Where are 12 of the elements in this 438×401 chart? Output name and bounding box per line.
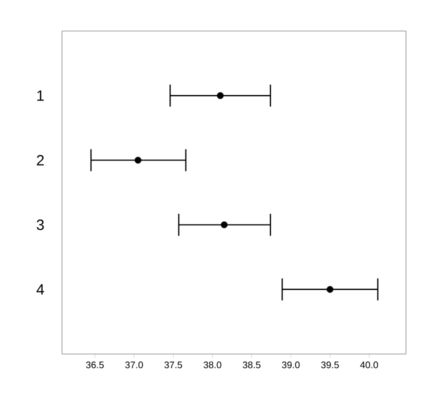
x-tick-label: 37.0 (125, 362, 143, 368)
x-tick-label: 38.0 (204, 362, 222, 368)
y-tick-label: 1 (37, 90, 44, 101)
x-tick-label: 40.0 (360, 362, 378, 368)
x-tick-label: 39.0 (282, 362, 300, 368)
y-tick-label: 4 (36, 284, 44, 295)
x-tick-label: 38.5 (242, 362, 260, 368)
y-tick-label: 3 (36, 220, 44, 230)
y-tick-label: 2 (36, 154, 44, 166)
x-tick-label: 39.5 (321, 362, 339, 368)
x-tick-label: 37.5 (164, 362, 182, 368)
x-tick-label: 36.5 (86, 362, 104, 368)
